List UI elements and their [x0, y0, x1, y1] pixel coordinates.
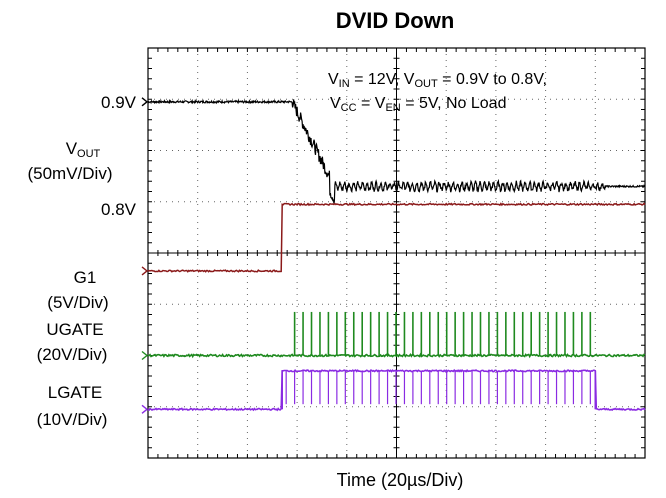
- traces: [147, 98, 646, 412]
- lgate-channel-name: LGATE: [47, 383, 103, 402]
- ugate-trace: [147, 352, 646, 359]
- lgate-scale-label: (10V/Div): [36, 410, 108, 429]
- g1-channel-name: G1: [73, 268, 97, 287]
- vout-low-level-label: 0.8V: [101, 200, 136, 219]
- lgate-marker: [141, 404, 149, 414]
- ugate-scale-label: (20V/Div): [36, 345, 108, 364]
- g1-scale-label: (5V/Div): [47, 293, 109, 312]
- g1-trace: [147, 202, 646, 273]
- x-axis-label: Time (20µs/Div): [336, 470, 464, 490]
- condition-line-1: VIN = 12V, VOUT = 0.9V to 0.8V,: [328, 71, 547, 90]
- channel-markers: [141, 97, 149, 414]
- vout-scale-label: (50mV/Div): [27, 164, 113, 183]
- chart-title: DVID Down: [335, 8, 455, 33]
- vout-trace: [147, 98, 646, 204]
- condition-line-2: VCC = VEN = 5V, No Load: [330, 95, 507, 114]
- g1-marker: [141, 266, 149, 276]
- vout-marker: [141, 97, 149, 107]
- ugate-marker: [141, 350, 149, 361]
- vout-channel-name: VOUT: [65, 139, 101, 160]
- ugate-channel-name: UGATE: [46, 320, 104, 339]
- vout-high-level-label: 0.9V: [101, 93, 136, 112]
